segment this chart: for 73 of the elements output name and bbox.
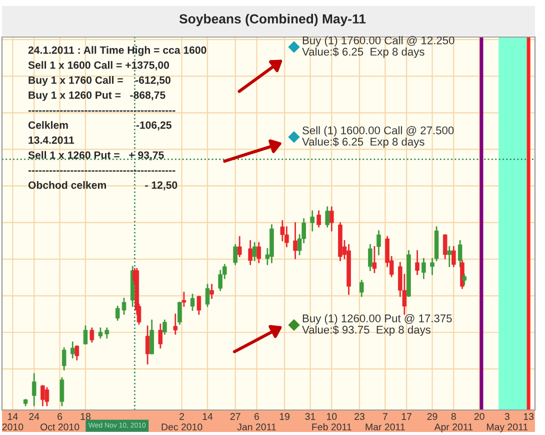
candlestick bbox=[210, 284, 214, 300]
candlestick bbox=[90, 327, 94, 343]
x-tick-label: 31 bbox=[305, 413, 316, 420]
candlestick bbox=[62, 347, 66, 371]
candlestick bbox=[330, 206, 334, 232]
candlestick bbox=[325, 206, 330, 228]
candlestick bbox=[372, 246, 377, 274]
candlestick bbox=[150, 319, 154, 355]
candlestick bbox=[452, 246, 456, 268]
text: Buy 1 x 1260 Put = -868,75 bbox=[28, 91, 166, 101]
candlestick bbox=[104, 327, 110, 339]
candlestick bbox=[422, 258, 426, 280]
x-tick-label: 29 bbox=[427, 413, 438, 420]
candlestick bbox=[458, 240, 462, 268]
x-tick-label: 24 bbox=[29, 413, 40, 420]
candlestick bbox=[98, 327, 103, 339]
candlestick bbox=[145, 325, 150, 365]
chart-title: Soybeans (Combined) May-11 bbox=[179, 14, 366, 26]
x-tick-label: 14 2010 bbox=[2, 413, 24, 430]
candlestick bbox=[310, 210, 315, 232]
x-tick-label: 6 Oct 2010 bbox=[40, 413, 80, 430]
candlestick bbox=[359, 280, 364, 298]
x-tick-label: 14 bbox=[202, 413, 213, 420]
candlestick bbox=[115, 306, 120, 321]
candlestick bbox=[415, 250, 420, 276]
candlestick bbox=[190, 294, 195, 311]
candlestick bbox=[162, 319, 167, 335]
text: Sell 1 x 1600 Call = +1375,00 bbox=[28, 61, 170, 70]
text: Celklem -106,25 bbox=[28, 121, 172, 130]
text: Buy (1) 1760.00 Call @ 12.250 Value:$ 6.25 Exp 8 days bbox=[302, 36, 454, 58]
candlestick bbox=[462, 274, 466, 286]
candlestick bbox=[182, 292, 186, 307]
candlestick bbox=[368, 244, 372, 272]
x-tick-label: 27 bbox=[230, 413, 240, 420]
text: ------------------------------------------ bbox=[28, 170, 176, 172]
annotation: Buy (1) 1260.00 Put @ 17.375 Value:$ 93.75 Exp 8 days bbox=[302, 314, 452, 336]
candlestick bbox=[252, 242, 257, 262]
candlestick bbox=[205, 284, 210, 307]
candlestick bbox=[74, 345, 80, 361]
candlestick bbox=[196, 296, 202, 315]
candlestick bbox=[122, 298, 126, 315]
text: Obchod celkem - 12,50 bbox=[28, 181, 178, 190]
candlestick bbox=[158, 323, 163, 349]
candlestick bbox=[316, 210, 321, 228]
x-tick-label: 20 bbox=[474, 413, 484, 420]
candlestick bbox=[83, 325, 88, 345]
candlestick bbox=[248, 240, 252, 266]
candlestick bbox=[70, 341, 75, 359]
candlestick bbox=[256, 242, 262, 264]
candlestick bbox=[178, 302, 182, 325]
candlestick bbox=[237, 236, 242, 258]
text: Sell 1 x 1260 Put = + 93,75 bbox=[28, 151, 164, 160]
text: Buy 1 x 1760 Call = -612,50 bbox=[28, 76, 170, 86]
text: ------------------------------------------ bbox=[28, 110, 176, 112]
x-tick-label: 2 Dec 2010 bbox=[162, 413, 202, 430]
candlestick bbox=[376, 230, 381, 256]
x-tick-label: 17 bbox=[402, 413, 412, 420]
text: 24.1.2011 : All Time High = cca 1600 bbox=[28, 46, 206, 56]
x-tick-label: 23 bbox=[354, 413, 364, 420]
candlestick bbox=[60, 377, 64, 406]
x-tick-label: 13 bbox=[524, 413, 534, 420]
candlestick bbox=[40, 385, 45, 406]
candlestick bbox=[233, 244, 238, 266]
candlestick bbox=[32, 373, 36, 406]
candlestick bbox=[293, 222, 298, 260]
x-tick-label: 19 bbox=[280, 413, 290, 420]
candlestick bbox=[447, 246, 452, 268]
x-tick-label: 18 bbox=[80, 413, 90, 420]
text: Sell (1) 1600.00 Call @ 27.500 Value:$ 6.25 Exp 8 days bbox=[302, 126, 454, 148]
candlestick bbox=[442, 234, 448, 260]
candlestick bbox=[44, 387, 50, 406]
candlestick bbox=[173, 314, 178, 335]
text: 13.4.2011 bbox=[28, 136, 74, 144]
